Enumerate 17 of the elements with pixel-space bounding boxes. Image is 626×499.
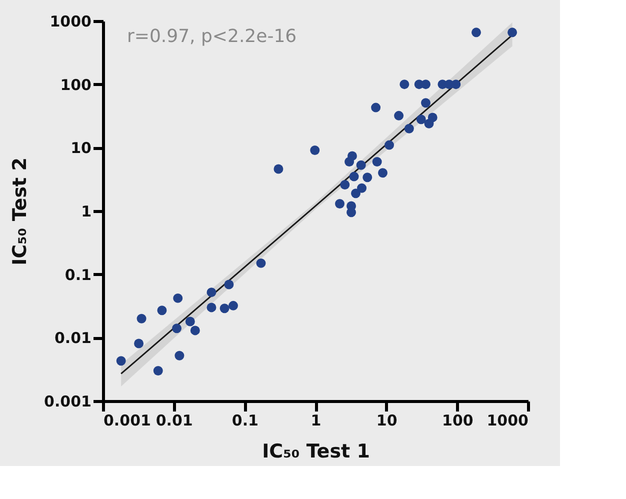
y-tick-label: 1 [81, 202, 92, 220]
x-tick-label: 0.01 [156, 412, 193, 430]
y-tick-label: 0.1 [64, 266, 92, 284]
x-axis-title: IC₅₀ Test 1 [262, 440, 370, 462]
x-tick-label: 10 [376, 412, 398, 430]
annotation: r=0.97, p<2.2e-16 [127, 26, 297, 47]
y-tick-label: 0.001 [44, 392, 92, 410]
x-tick-label: 1 [310, 412, 322, 430]
x-tick-label: 0.001 [104, 412, 151, 430]
y-tick-label: 0.01 [54, 329, 92, 348]
y-tick-label: 1000 [50, 12, 92, 30]
y-axis-title: IC₅₀ Test 2 [9, 158, 32, 266]
x-tick-label: 1000 [486, 412, 528, 430]
y-tick-label: 100 [60, 76, 92, 94]
y-tick-label: 10 [70, 139, 92, 158]
x-tick-label: 100 [442, 412, 474, 430]
x-tick-label: 0.1 [232, 412, 258, 430]
